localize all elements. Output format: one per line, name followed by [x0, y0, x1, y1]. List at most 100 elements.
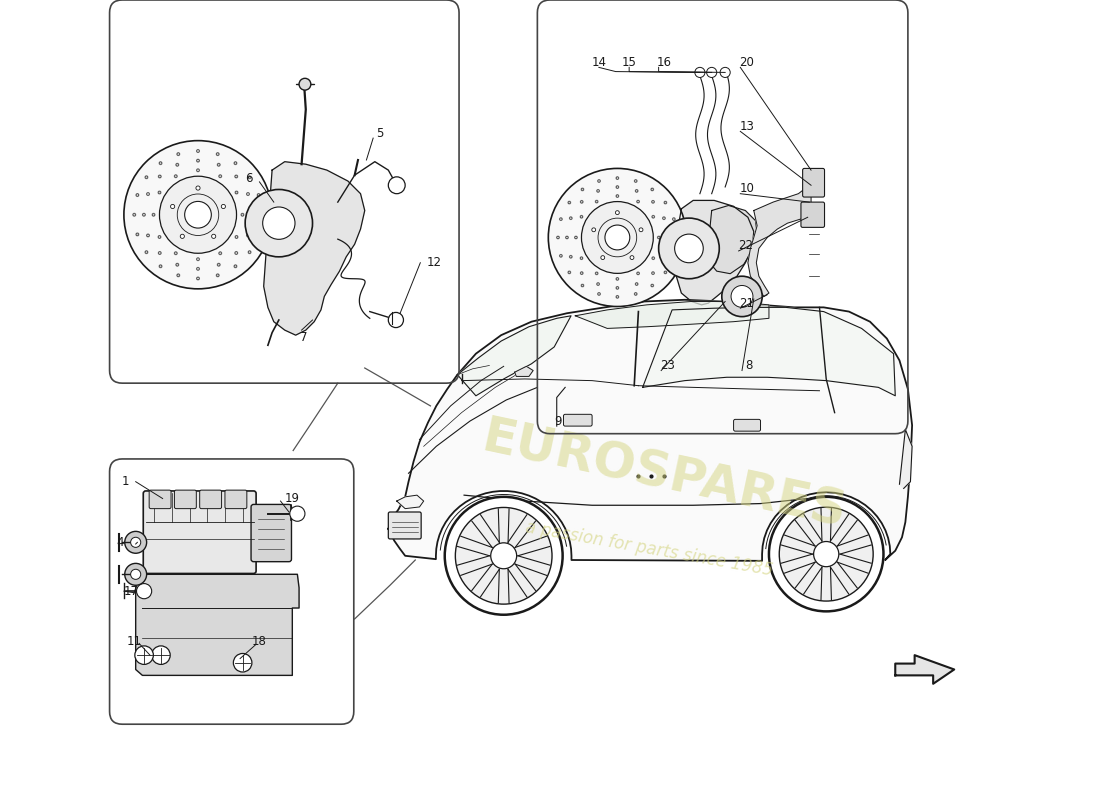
Circle shape — [616, 186, 618, 188]
Circle shape — [598, 180, 601, 182]
Circle shape — [658, 236, 660, 238]
Circle shape — [722, 276, 762, 317]
Circle shape — [674, 234, 703, 262]
Circle shape — [124, 141, 272, 289]
Circle shape — [652, 272, 654, 274]
Circle shape — [582, 188, 584, 190]
Text: 17: 17 — [124, 585, 139, 598]
Circle shape — [574, 236, 578, 238]
Circle shape — [299, 78, 311, 90]
Circle shape — [444, 497, 562, 614]
Circle shape — [662, 255, 665, 258]
FancyBboxPatch shape — [150, 490, 172, 509]
Circle shape — [616, 296, 618, 298]
Circle shape — [601, 256, 605, 259]
Circle shape — [582, 202, 653, 274]
Polygon shape — [135, 574, 299, 675]
Circle shape — [175, 175, 177, 178]
Circle shape — [146, 193, 150, 195]
Text: 10: 10 — [739, 182, 755, 195]
Circle shape — [160, 176, 236, 254]
Circle shape — [635, 293, 637, 295]
Text: 1: 1 — [122, 475, 130, 488]
Circle shape — [218, 263, 220, 266]
Circle shape — [234, 265, 236, 268]
Circle shape — [146, 193, 150, 195]
Circle shape — [652, 257, 654, 259]
Circle shape — [197, 169, 199, 172]
Circle shape — [197, 278, 199, 280]
Circle shape — [218, 263, 220, 266]
Circle shape — [158, 236, 161, 238]
Circle shape — [234, 162, 236, 164]
Circle shape — [235, 252, 238, 254]
Circle shape — [659, 218, 719, 278]
Circle shape — [663, 256, 666, 258]
Text: 5: 5 — [376, 126, 384, 139]
Circle shape — [569, 202, 571, 204]
Circle shape — [636, 283, 638, 286]
Circle shape — [160, 162, 162, 164]
Circle shape — [635, 180, 637, 182]
Circle shape — [136, 234, 139, 236]
Circle shape — [177, 274, 179, 277]
Circle shape — [595, 272, 598, 274]
Circle shape — [160, 162, 162, 165]
Circle shape — [245, 190, 312, 257]
Circle shape — [175, 252, 177, 254]
Circle shape — [235, 175, 238, 178]
Circle shape — [581, 216, 583, 218]
Circle shape — [249, 176, 251, 178]
Circle shape — [636, 283, 638, 285]
Circle shape — [241, 214, 244, 216]
Text: EUROSPARES: EUROSPARES — [477, 414, 850, 538]
Circle shape — [597, 190, 600, 192]
Circle shape — [152, 214, 155, 216]
Circle shape — [146, 234, 150, 237]
Circle shape — [143, 214, 145, 216]
Circle shape — [616, 177, 618, 179]
Polygon shape — [642, 307, 895, 396]
Circle shape — [636, 190, 638, 192]
Text: 21: 21 — [739, 297, 755, 310]
Circle shape — [289, 506, 305, 522]
Circle shape — [616, 186, 618, 188]
Circle shape — [249, 251, 251, 254]
Circle shape — [581, 272, 583, 274]
Circle shape — [217, 153, 219, 155]
FancyBboxPatch shape — [734, 419, 760, 431]
Circle shape — [732, 286, 752, 307]
Circle shape — [637, 272, 639, 274]
Circle shape — [491, 543, 517, 569]
Circle shape — [595, 200, 598, 203]
Circle shape — [605, 225, 630, 250]
Circle shape — [176, 263, 178, 266]
Circle shape — [235, 175, 238, 178]
Circle shape — [249, 176, 251, 178]
FancyBboxPatch shape — [143, 491, 256, 574]
Circle shape — [635, 180, 637, 182]
Text: 6: 6 — [245, 172, 252, 185]
Circle shape — [176, 163, 178, 166]
Circle shape — [241, 214, 243, 216]
Circle shape — [581, 201, 583, 203]
Circle shape — [565, 236, 568, 238]
Circle shape — [160, 265, 162, 267]
Circle shape — [582, 285, 584, 286]
Circle shape — [176, 263, 178, 266]
Circle shape — [667, 236, 669, 238]
Circle shape — [663, 217, 666, 219]
Circle shape — [672, 218, 675, 220]
Circle shape — [235, 191, 238, 194]
Circle shape — [197, 258, 199, 260]
Circle shape — [570, 217, 572, 219]
Circle shape — [570, 217, 572, 219]
Circle shape — [218, 163, 220, 166]
Circle shape — [257, 194, 260, 196]
Circle shape — [652, 272, 654, 274]
Circle shape — [158, 191, 161, 194]
Circle shape — [616, 296, 618, 298]
Circle shape — [673, 254, 675, 257]
Circle shape — [257, 233, 260, 236]
Circle shape — [616, 278, 618, 280]
